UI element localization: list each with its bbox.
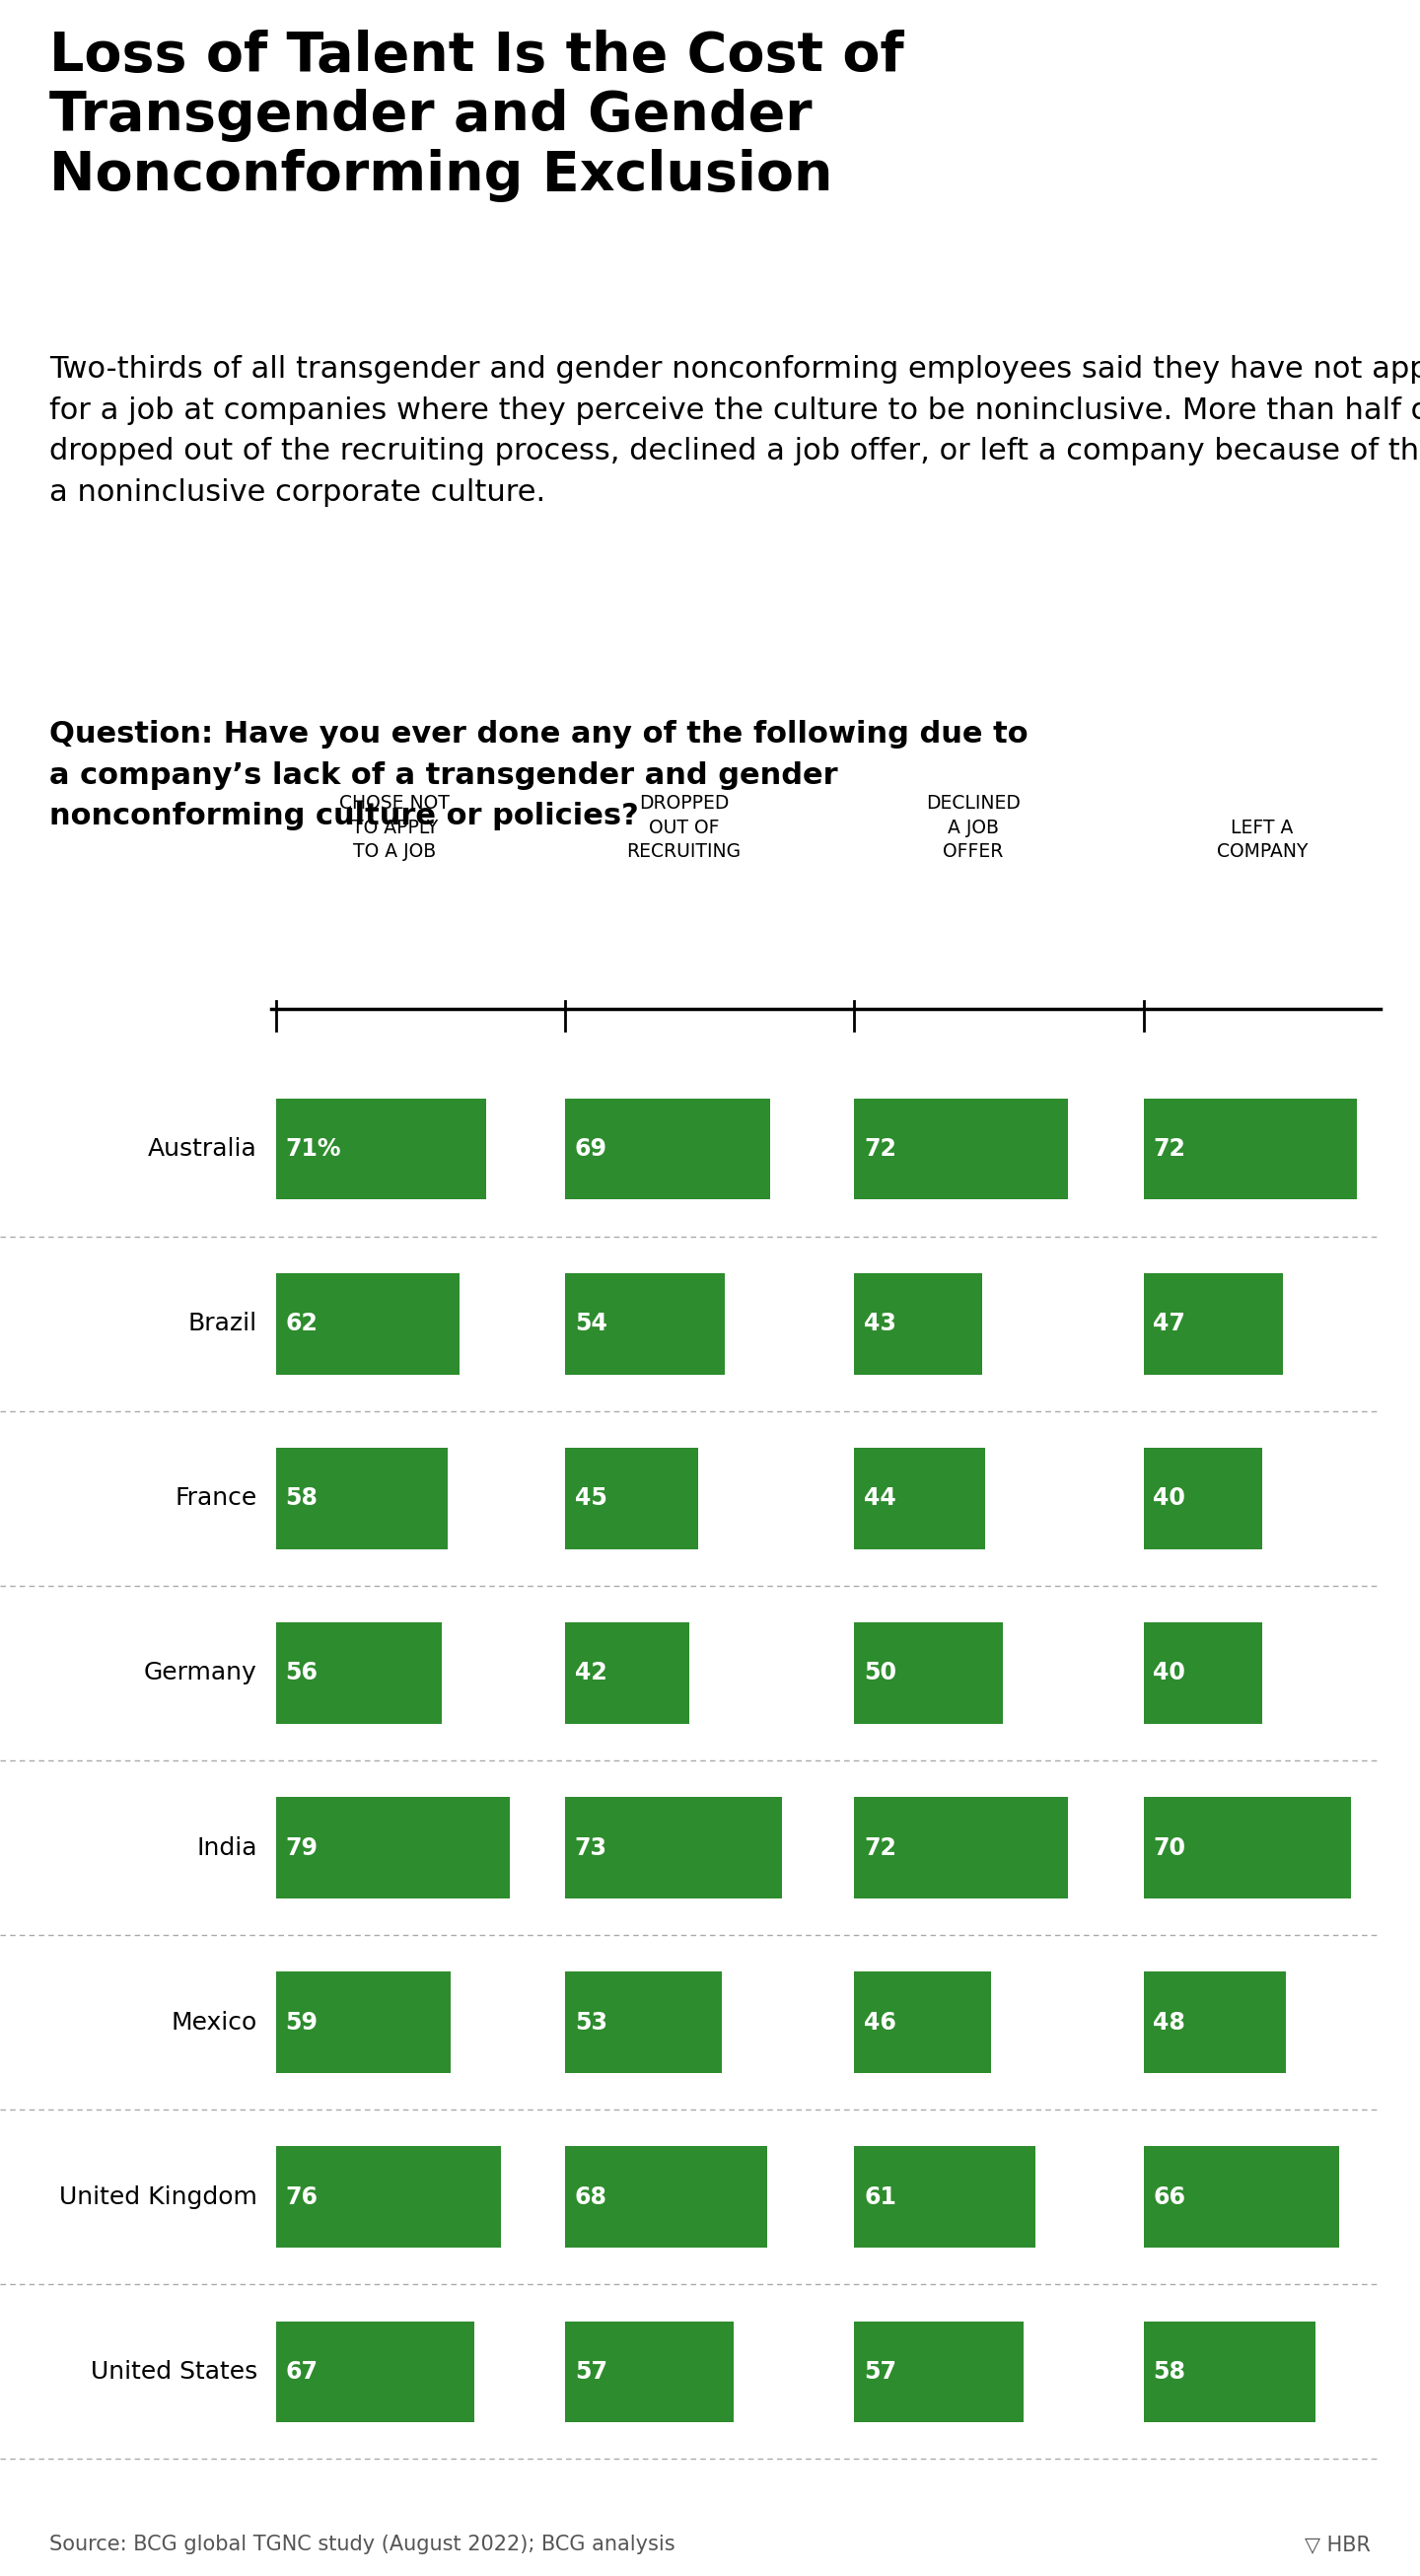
- Bar: [565, 2321, 734, 2421]
- Text: 44: 44: [863, 1486, 896, 1510]
- Bar: [275, 1448, 447, 1548]
- Bar: [565, 1623, 690, 1723]
- Bar: [1143, 1273, 1282, 1376]
- Text: 53: 53: [575, 2009, 608, 2035]
- Text: 70: 70: [1153, 1837, 1186, 1860]
- Text: Australia: Australia: [148, 1136, 257, 1162]
- Bar: [1143, 1448, 1262, 1548]
- Text: 40: 40: [1153, 1486, 1186, 1510]
- Text: Loss of Talent Is the Cost of
Transgender and Gender
Nonconforming Exclusion: Loss of Talent Is the Cost of Transgende…: [50, 28, 905, 201]
- Bar: [855, 1097, 1068, 1200]
- Bar: [855, 1623, 1003, 1723]
- Text: 62: 62: [285, 1311, 318, 1334]
- Bar: [565, 2146, 767, 2249]
- Text: 54: 54: [575, 1311, 608, 1334]
- Text: DECLINED
A JOB
OFFER: DECLINED A JOB OFFER: [926, 793, 1020, 860]
- Bar: [565, 1448, 699, 1548]
- Bar: [855, 2146, 1035, 2249]
- Bar: [1143, 1798, 1350, 1899]
- Bar: [1143, 2146, 1339, 2249]
- Bar: [855, 1448, 984, 1548]
- Text: United Kingdom: United Kingdom: [60, 2184, 257, 2208]
- Text: ▽ HBR: ▽ HBR: [1305, 2535, 1370, 2555]
- Text: 71%: 71%: [285, 1136, 341, 1162]
- Bar: [855, 1971, 991, 2074]
- Text: 59: 59: [285, 2009, 318, 2035]
- Text: LEFT A
COMPANY: LEFT A COMPANY: [1217, 819, 1308, 860]
- Text: 68: 68: [575, 2184, 608, 2208]
- Text: 79: 79: [285, 1837, 318, 1860]
- Bar: [565, 1798, 781, 1899]
- Text: 76: 76: [285, 2184, 318, 2208]
- Text: 40: 40: [1153, 1662, 1186, 1685]
- Bar: [275, 1097, 487, 1200]
- Bar: [275, 1798, 510, 1899]
- Text: 69: 69: [575, 1136, 608, 1162]
- Text: Source: BCG global TGNC study (August 2022); BCG analysis: Source: BCG global TGNC study (August 20…: [50, 2535, 674, 2555]
- Text: 72: 72: [863, 1136, 896, 1162]
- Text: 42: 42: [575, 1662, 606, 1685]
- Text: 57: 57: [575, 2360, 608, 2383]
- Bar: [565, 1971, 723, 2074]
- Text: 61: 61: [863, 2184, 896, 2208]
- Bar: [855, 1798, 1068, 1899]
- Text: 72: 72: [863, 1837, 896, 1860]
- Text: India: India: [196, 1837, 257, 1860]
- Text: 72: 72: [1153, 1136, 1186, 1162]
- Bar: [275, 2146, 501, 2249]
- Text: Two-thirds of all transgender and gender nonconforming employees said they have : Two-thirds of all transgender and gender…: [50, 355, 1420, 507]
- Text: 48: 48: [1153, 2009, 1186, 2035]
- Text: Mexico: Mexico: [172, 2009, 257, 2035]
- Bar: [1143, 1971, 1285, 2074]
- Bar: [1143, 1623, 1262, 1723]
- Text: 43: 43: [863, 1311, 896, 1334]
- Bar: [275, 1623, 442, 1723]
- Bar: [1143, 2321, 1315, 2421]
- Text: 73: 73: [575, 1837, 608, 1860]
- Bar: [1143, 1097, 1358, 1200]
- Bar: [275, 1273, 460, 1376]
- Text: 67: 67: [285, 2360, 318, 2383]
- Text: 56: 56: [285, 1662, 318, 1685]
- Text: Germany: Germany: [143, 1662, 257, 1685]
- Text: 58: 58: [285, 1486, 318, 1510]
- Text: 46: 46: [863, 2009, 896, 2035]
- Bar: [855, 1273, 981, 1376]
- Bar: [275, 2321, 474, 2421]
- Bar: [565, 1273, 726, 1376]
- Text: Question: Have you ever done any of the following due to
a company’s lack of a t: Question: Have you ever done any of the …: [50, 719, 1028, 829]
- Text: United States: United States: [91, 2360, 257, 2383]
- Text: 50: 50: [863, 1662, 896, 1685]
- Text: Brazil: Brazil: [187, 1311, 257, 1334]
- Bar: [275, 1971, 452, 2074]
- Text: 57: 57: [863, 2360, 896, 2383]
- Text: France: France: [175, 1486, 257, 1510]
- Bar: [565, 1097, 770, 1200]
- Bar: [855, 2321, 1024, 2421]
- Text: 45: 45: [575, 1486, 608, 1510]
- Text: 58: 58: [1153, 2360, 1186, 2383]
- Text: CHOSE NOT
TO APPLY
TO A JOB: CHOSE NOT TO APPLY TO A JOB: [339, 793, 450, 860]
- Text: DROPPED
OUT OF
RECRUITING: DROPPED OUT OF RECRUITING: [626, 793, 741, 860]
- Text: 66: 66: [1153, 2184, 1186, 2208]
- Text: 47: 47: [1153, 1311, 1186, 1334]
